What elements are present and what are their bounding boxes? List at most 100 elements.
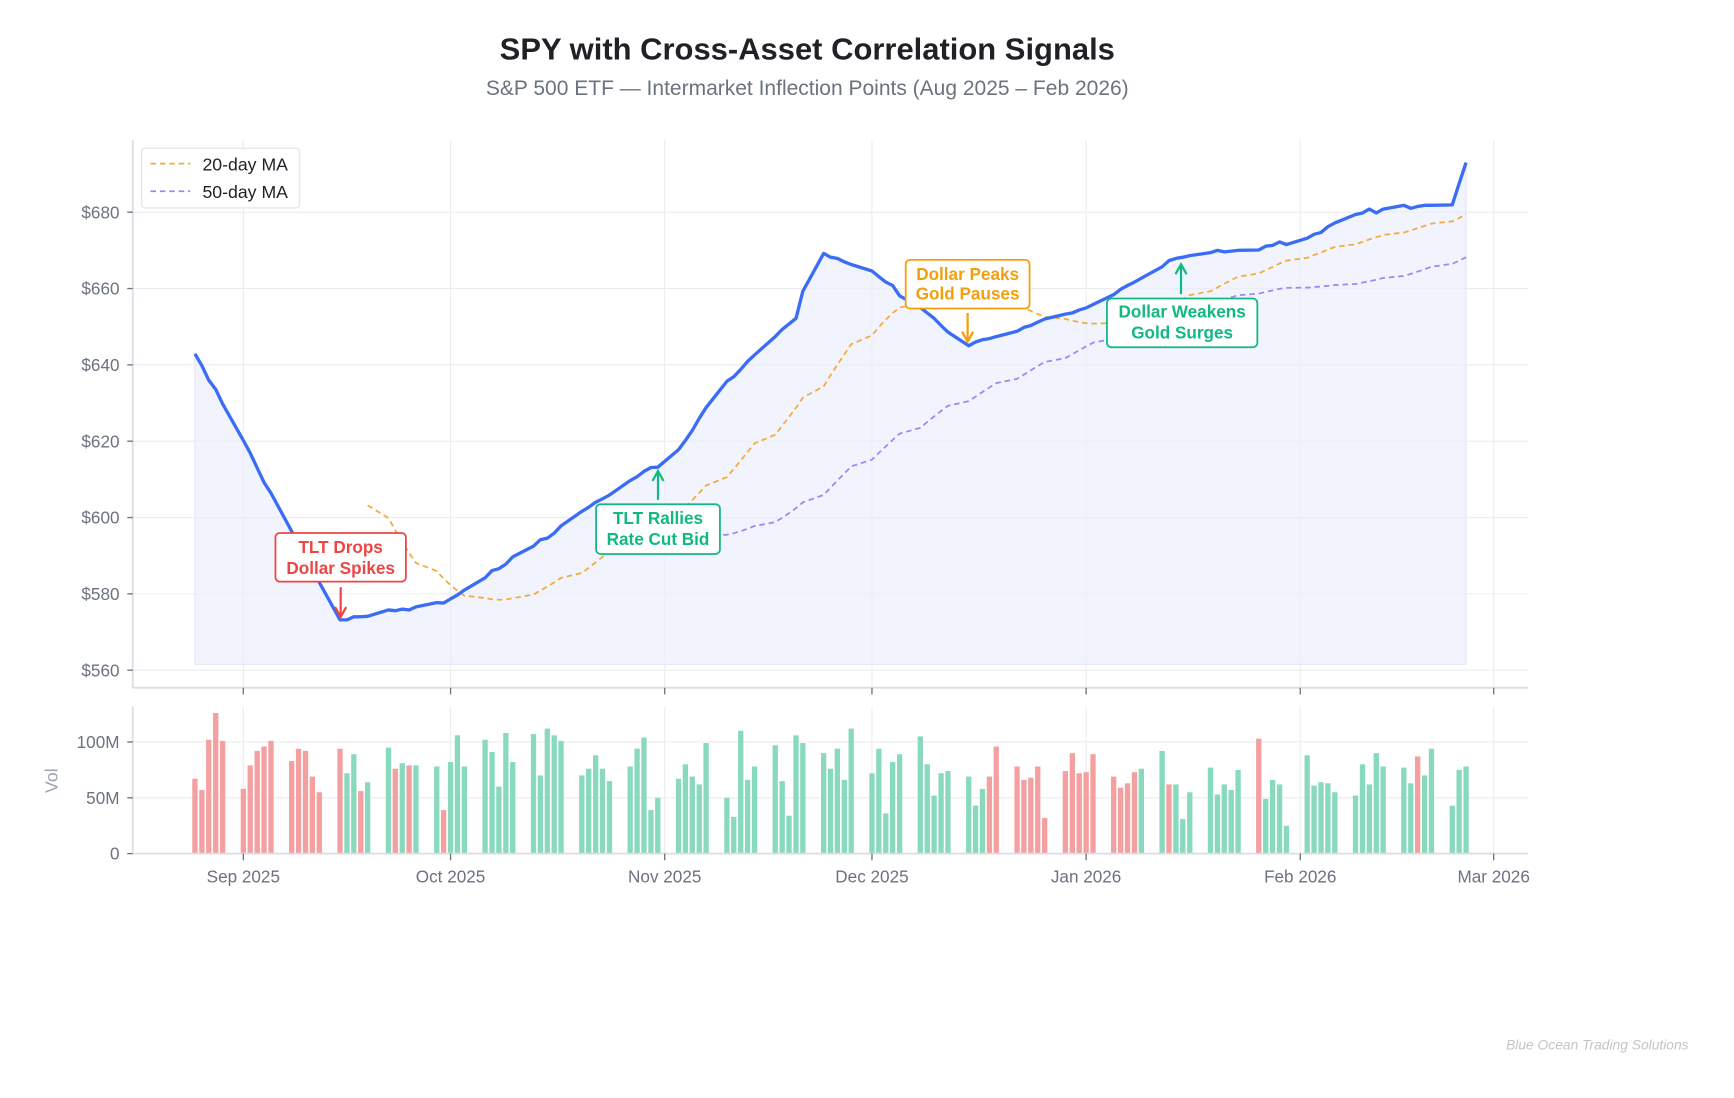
volume-bar-up: [772, 745, 778, 854]
price-area-fill: [194, 162, 1467, 666]
price-line: [193, 162, 1468, 622]
volume-bar-up: [351, 754, 357, 854]
volume-bar-down: [213, 712, 219, 854]
price-y-axis: $560 $580 $600 $620 $640 $660 $680: [81, 202, 133, 680]
volume-bar-down: [1035, 766, 1041, 854]
volume-bar-down: [1083, 772, 1089, 854]
volume-bar-up: [1304, 755, 1310, 854]
volume-bar-up: [938, 773, 944, 854]
volume-bar-up: [876, 748, 882, 854]
volume-bar-down: [1042, 817, 1048, 854]
annotation-dollar-peaks: Dollar Peaks Gold Pauses: [904, 258, 1031, 344]
volume-bar-down: [295, 748, 302, 854]
volume-bar-up: [1366, 784, 1372, 854]
volume-bar-up: [558, 740, 564, 854]
volume-bar-up: [496, 786, 502, 854]
y-tick-label: $620: [81, 431, 119, 451]
volume-bar-up: [675, 778, 682, 854]
volume-bar-up: [1325, 783, 1331, 854]
volume-bar-up: [1187, 792, 1193, 854]
volume-bar-up: [738, 730, 744, 854]
volume-bar-up: [503, 732, 509, 854]
ma20-line: [367, 213, 1467, 601]
volume-bar-up: [841, 779, 847, 854]
volume-bar-down: [1021, 779, 1027, 854]
volume-bar-down: [219, 740, 226, 854]
volume-bar-up: [724, 797, 730, 854]
volume-bar-up: [399, 763, 405, 854]
volume-bar-up: [551, 735, 557, 854]
ma50-line: [657, 256, 1467, 537]
volume-bar-up: [648, 810, 654, 854]
annotation-line2: Dollar Spikes: [286, 558, 395, 578]
volume-bar-up: [434, 766, 440, 854]
x-tick-label: Feb 2026: [1264, 866, 1336, 886]
annotation-line2: Gold Surges: [1131, 322, 1233, 342]
volume-bar-down: [1062, 771, 1069, 854]
volume-bar-up: [827, 768, 834, 854]
volume-tick-label: 50M: [86, 788, 119, 808]
volume-bar-up: [1173, 784, 1179, 854]
volume-y-axis: 0 50M 100M: [77, 732, 133, 864]
volume-bar-up: [945, 771, 951, 854]
volume-bar-down: [199, 789, 205, 854]
volume-bar-up: [869, 773, 875, 854]
legend-ma20-label: 20-day MA: [202, 154, 288, 174]
x-axis: Sep 2025 Oct 2025 Nov 2025 Dec 2025 Jan 2026…: [207, 687, 1530, 886]
volume-bar-up: [344, 773, 350, 854]
volume-bar-down: [986, 776, 993, 854]
volume-bar-up: [1332, 792, 1338, 854]
volume-bar-up: [689, 776, 695, 854]
y-tick-label: $600: [81, 508, 119, 528]
volume-bar-up: [1276, 784, 1283, 854]
volume-bar-up: [1408, 783, 1414, 854]
volume-bar-up: [1421, 775, 1428, 854]
volume-bar-up: [537, 775, 544, 854]
volume-bar-up: [979, 788, 986, 854]
legend-ma50-label: 50-day MA: [202, 182, 288, 202]
volume-bar-up: [641, 737, 647, 854]
volume-bar-down: [240, 788, 247, 854]
volume-bar-up: [530, 734, 537, 854]
volume-bar-up: [1401, 767, 1407, 854]
volume-bar-down: [1014, 766, 1020, 854]
x-tick-label: Sep 2025: [207, 866, 280, 886]
volume-bar-up: [731, 816, 737, 854]
volume-bar-down: [1131, 772, 1138, 854]
y-tick-label: $560: [81, 660, 119, 680]
volume-bar-up: [744, 779, 751, 854]
volume-bar-up: [889, 762, 896, 854]
volume-bar-up: [599, 768, 606, 854]
chart-title: SPY with Cross-Asset Correlation Signals: [500, 32, 1115, 67]
arrow-up-icon: [651, 468, 665, 500]
volume-bar-up: [1463, 766, 1469, 854]
volume-bar-down: [1111, 776, 1117, 854]
annotation-tlt-drops: TLT Drops Dollar Spikes: [274, 532, 407, 620]
volume-bar-up: [834, 748, 841, 854]
volume-bar-up: [917, 736, 923, 854]
volume-bar-up: [779, 781, 785, 854]
x-tick-label: Oct 2025: [416, 866, 486, 886]
volume-bar-down: [1118, 787, 1124, 854]
x-tick-label: Dec 2025: [835, 866, 908, 886]
volume-bar-up: [1283, 825, 1290, 854]
volume-bar-down: [268, 740, 274, 854]
volume-bar-up: [655, 797, 661, 854]
volume-tick-label: 0: [110, 844, 120, 864]
volume-bar-up: [461, 766, 468, 854]
volume-bar-up: [1138, 768, 1144, 854]
volume-bar-down: [247, 765, 253, 854]
volume-bar-down: [254, 750, 260, 854]
volume-bar-up: [592, 755, 599, 854]
volume-bar-down: [1124, 783, 1131, 854]
volume-bar-up: [1207, 767, 1214, 854]
volume-bar-up: [1214, 794, 1221, 854]
volume-bar-up: [1180, 819, 1186, 854]
volume-bar-up: [793, 735, 799, 854]
volume-bar-down: [206, 739, 212, 854]
volume-bar-up: [1263, 798, 1269, 854]
volume-tick-label: 100M: [77, 732, 120, 752]
y-tick-label: $580: [81, 584, 119, 604]
volume-bar-up: [489, 752, 495, 854]
